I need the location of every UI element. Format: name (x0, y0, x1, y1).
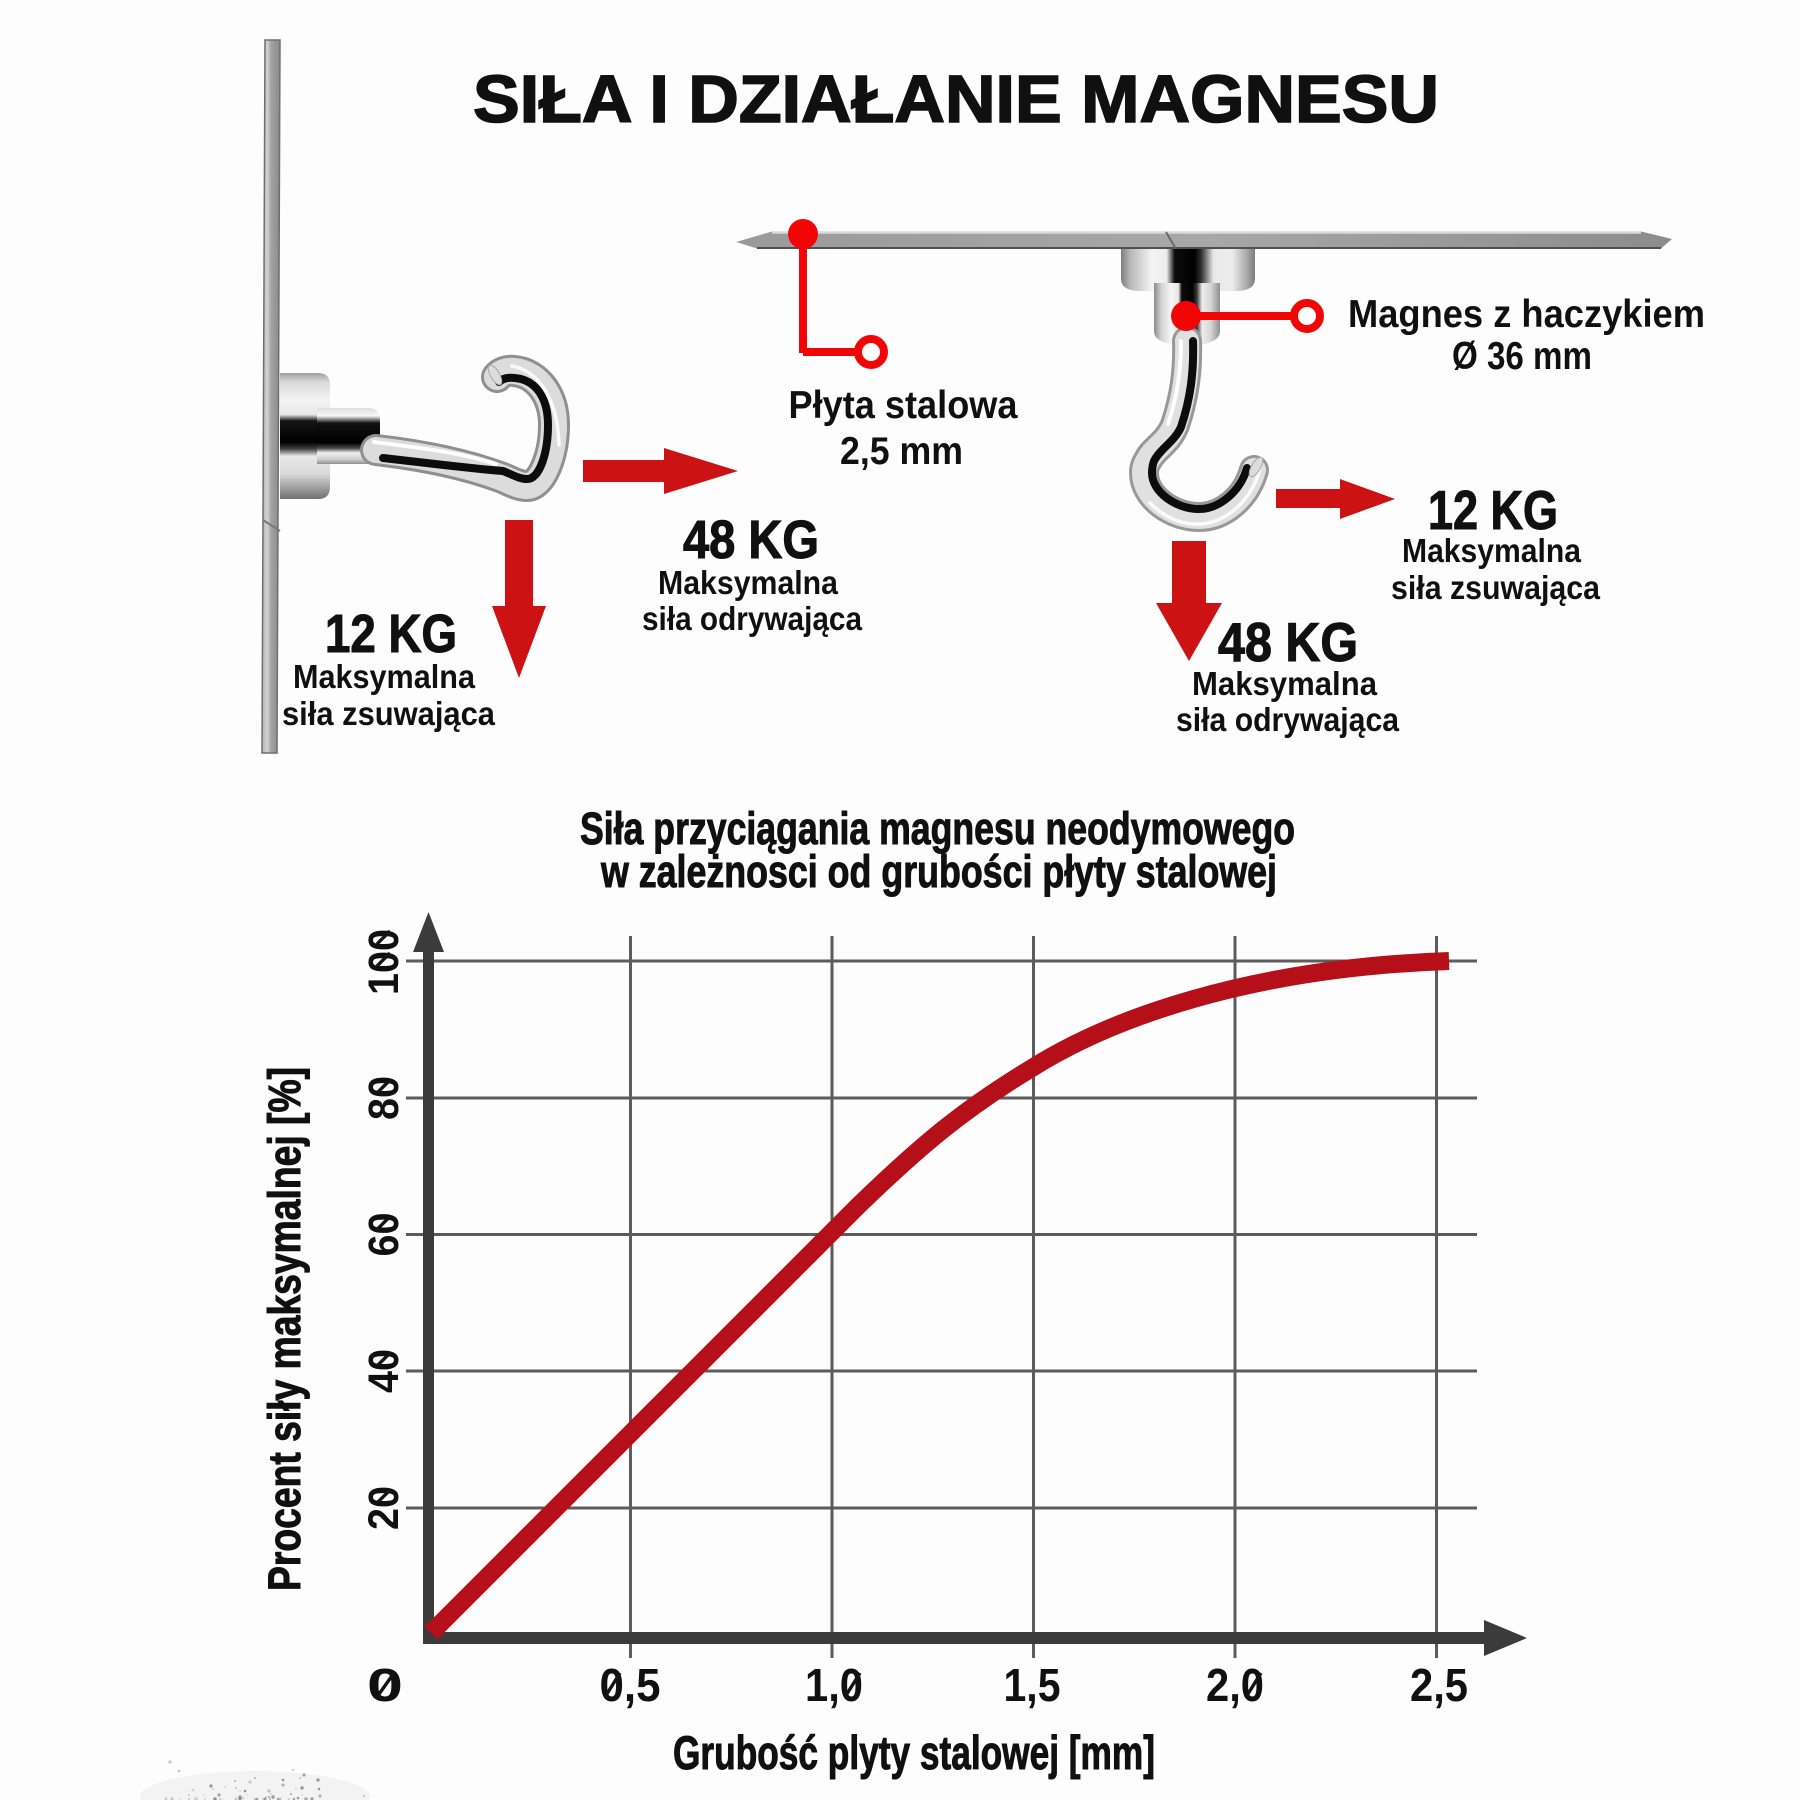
svg-text:20: 20 (360, 1486, 408, 1530)
svg-text:48 KG: 48 KG (1218, 611, 1358, 673)
svg-text:0,5: 0,5 (600, 1659, 661, 1711)
svg-text:Maksymalna: Maksymalna (293, 658, 476, 695)
svg-text:Płyta stalowa: Płyta stalowa (789, 384, 1018, 427)
svg-text:SIŁA I DZIAŁANIE MAGNESU: SIŁA I DZIAŁANIE MAGNESU (473, 62, 1439, 137)
svg-text:60: 60 (360, 1213, 408, 1257)
svg-text:40: 40 (360, 1349, 408, 1393)
svg-text:Procent siły maksymalnej [%]: Procent siły maksymalnej [%] (259, 1067, 310, 1591)
svg-text:Ø 36 mm: Ø 36 mm (1452, 335, 1592, 378)
svg-text:Maksymalna: Maksymalna (658, 564, 839, 601)
svg-text:Maksymalna: Maksymalna (1402, 532, 1582, 569)
svg-text:siła zsuwająca: siła zsuwająca (282, 695, 496, 732)
svg-text:1,5: 1,5 (1004, 1659, 1061, 1711)
svg-text:12 KG: 12 KG (325, 604, 457, 664)
svg-text:12 KG: 12 KG (1428, 479, 1558, 541)
svg-text:w zależnosci od grubości płyty: w zależnosci od grubości płyty stalowej (600, 846, 1277, 897)
svg-text:100: 100 (360, 929, 408, 995)
svg-text:Magnes z haczykiem: Magnes z haczykiem (1348, 293, 1705, 336)
svg-text:siła odrywająca: siła odrywająca (1176, 701, 1400, 738)
svg-text:Grubość plyty stalowej [mm]: Grubość plyty stalowej [mm] (673, 1726, 1155, 1779)
svg-text:48 KG: 48 KG (683, 510, 819, 570)
svg-text:2,5: 2,5 (1410, 1659, 1468, 1711)
svg-text:2,5 mm: 2,5 mm (840, 430, 963, 473)
svg-text:Maksymalna: Maksymalna (1192, 665, 1378, 702)
svg-text:Siła przyciągania magnesu neod: Siła przyciągania magnesu neodymowego (580, 803, 1295, 854)
svg-text:siła odrywająca: siła odrywająca (642, 600, 863, 637)
svg-text:siła zsuwająca: siła zsuwająca (1391, 569, 1601, 606)
svg-text:80: 80 (360, 1076, 408, 1120)
